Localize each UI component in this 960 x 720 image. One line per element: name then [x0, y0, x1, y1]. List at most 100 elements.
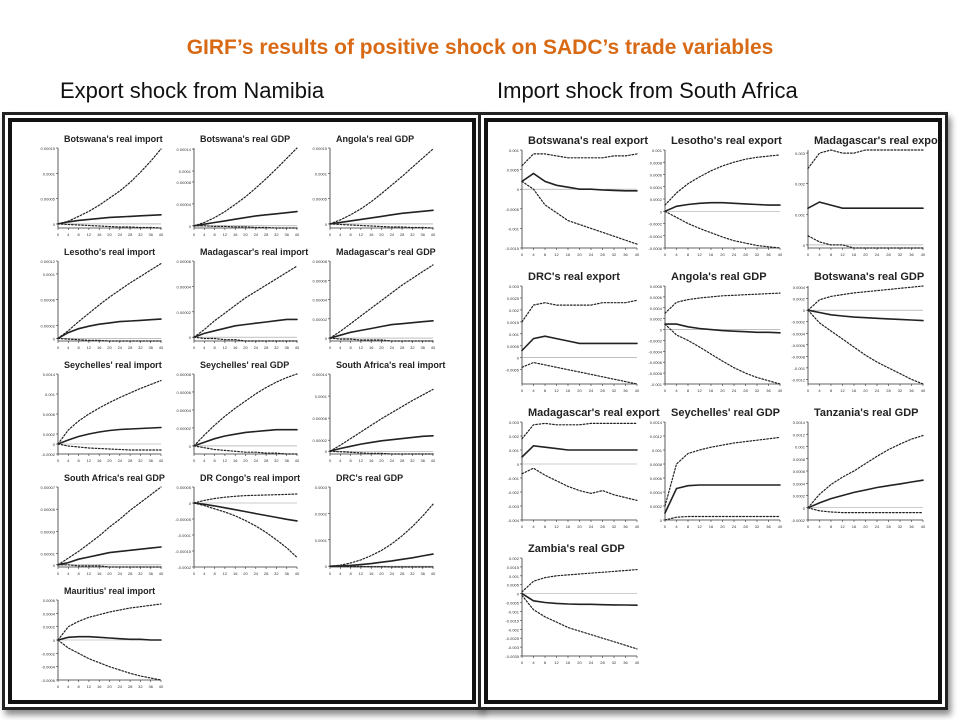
- series-line-upper: [521, 299, 638, 323]
- y-tick-label: -0.0025: [505, 636, 519, 641]
- x-tick-label: 0: [193, 571, 196, 576]
- x-tick-label: 24: [254, 458, 259, 463]
- x-tick-label: 0: [329, 571, 332, 576]
- y-tick-label: 0.0004: [650, 490, 663, 495]
- x-tick-label: 8: [213, 232, 216, 237]
- y-tick-label: 0: [803, 308, 806, 313]
- y-tick-label: 0.0008: [650, 284, 663, 289]
- chart-panel-right-2: Madagascar's real export 0.003 0.002 0.001 0…: [795, 135, 938, 257]
- chart-panel-left-11: DRC's real GDP 0.0003 0.0002 0.0001 00 4 8 12 16…: [315, 473, 436, 576]
- series-line-response: [521, 172, 638, 192]
- x-tick-label: 12: [359, 345, 364, 350]
- x-tick-label: 8: [349, 345, 352, 350]
- series-line-lower: [664, 210, 781, 249]
- x-tick-label: 36: [766, 388, 771, 393]
- y-tick-label: 0: [803, 243, 806, 248]
- y-tick-label: -0.0004: [648, 234, 662, 239]
- y-tick-label: 0.0002: [650, 317, 663, 322]
- y-tick-label: -0.001: [794, 366, 806, 371]
- x-tick-label: 16: [369, 458, 374, 463]
- y-tick-label: 0.001: [652, 148, 663, 153]
- x-tick-label: 0: [57, 232, 60, 237]
- x-tick-label: 32: [898, 388, 903, 393]
- y-tick-label: 0.002: [509, 308, 520, 313]
- y-tick-label: 0.00002: [313, 438, 328, 443]
- x-tick-label: 16: [233, 458, 238, 463]
- x-tick-label: 8: [213, 458, 216, 463]
- y-tick-label: -0.0005: [505, 601, 519, 606]
- series-line-response: [57, 214, 162, 225]
- x-tick-label: 4: [339, 345, 342, 350]
- x-tick-label: 24: [390, 232, 395, 237]
- y-tick-label: 0: [325, 564, 328, 569]
- x-tick-label: 16: [852, 524, 857, 529]
- series-line-lower: [57, 337, 162, 342]
- chart-panel-right-6: Madagascar's real export 0.003 0.002 0.001 0…: [508, 407, 660, 529]
- x-tick-label: 8: [544, 388, 547, 393]
- x-tick-label: 0: [521, 388, 524, 393]
- chart-panel-left-3: Lesotho's real import 0.00012 0.0001 0.0000…: [41, 247, 164, 350]
- x-tick-label: 20: [243, 458, 248, 463]
- x-tick-label: 28: [743, 252, 748, 257]
- x-tick-label: 24: [390, 571, 395, 576]
- y-tick-label: -0.004: [508, 518, 520, 523]
- y-tick-label: 0.0025: [507, 296, 520, 301]
- y-tick-label: 0.0015: [507, 565, 520, 570]
- y-tick-label: 0.0001: [43, 272, 56, 277]
- x-tick-label: 24: [732, 388, 737, 393]
- series-line-lower: [807, 507, 924, 514]
- y-tick-label: 0: [189, 501, 192, 506]
- series-line-response: [193, 428, 298, 447]
- x-tick-label: 20: [379, 232, 384, 237]
- series-line-response: [664, 323, 781, 334]
- x-tick-label: 12: [554, 252, 559, 257]
- y-tick-label: 0: [53, 336, 56, 341]
- y-tick-label: -0.001: [508, 226, 520, 231]
- x-tick-label: 40: [431, 232, 436, 237]
- x-tick-label: 28: [886, 388, 891, 393]
- y-tick-label: 0.00001: [41, 552, 56, 557]
- x-tick-label: 12: [554, 388, 559, 393]
- series-line-upper: [57, 603, 162, 641]
- x-tick-label: 4: [675, 524, 678, 529]
- x-tick-label: 40: [635, 388, 640, 393]
- x-tick-label: 28: [600, 388, 605, 393]
- y-tick-label: 0.002: [509, 434, 520, 439]
- y-tick-label: 0.002: [795, 182, 806, 187]
- x-tick-label: 28: [600, 524, 605, 529]
- x-tick-label: 4: [339, 232, 342, 237]
- x-tick-label: 16: [566, 252, 571, 257]
- x-tick-label: 24: [875, 388, 880, 393]
- x-tick-label: 8: [349, 458, 352, 463]
- x-tick-label: 40: [778, 388, 783, 393]
- x-tick-label: 8: [77, 684, 80, 689]
- y-tick-label: 0.001: [652, 448, 663, 453]
- x-tick-label: 20: [379, 571, 384, 576]
- x-tick-label: 20: [863, 388, 868, 393]
- x-tick-label: 0: [664, 524, 667, 529]
- y-tick-label: 0.00015: [313, 146, 328, 151]
- x-tick-label: 0: [521, 252, 524, 257]
- x-tick-label: 12: [359, 571, 364, 576]
- y-tick-label: -0.002: [508, 627, 520, 632]
- x-tick-label: 20: [577, 252, 582, 257]
- x-tick-label: 32: [410, 458, 415, 463]
- x-tick-label: 32: [138, 345, 143, 350]
- x-tick-label: 28: [264, 458, 269, 463]
- y-tick-label: 0.00005: [177, 485, 192, 490]
- x-tick-label: 36: [623, 388, 628, 393]
- x-tick-label: 20: [107, 232, 112, 237]
- x-tick-label: 20: [379, 458, 384, 463]
- y-tick-label: 0.00002: [313, 317, 328, 322]
- y-tick-label: 0.0006: [650, 173, 663, 178]
- chart-title: Madagascar's real export: [528, 407, 660, 419]
- x-tick-label: 40: [635, 660, 640, 665]
- y-tick-label: 0.0008: [650, 462, 663, 467]
- x-tick-label: 4: [339, 458, 342, 463]
- x-tick-label: 4: [532, 660, 535, 665]
- series-line-upper: [329, 264, 434, 339]
- x-tick-label: 0: [57, 684, 60, 689]
- x-tick-label: 40: [778, 524, 783, 529]
- series-line-upper: [807, 434, 924, 509]
- x-tick-label: 0: [329, 232, 332, 237]
